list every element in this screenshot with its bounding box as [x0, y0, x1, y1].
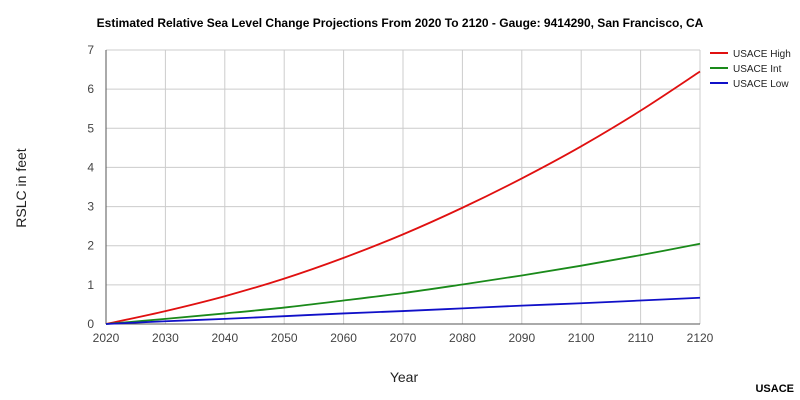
y-axis-title: RSLC in feet [13, 148, 29, 227]
legend-label-usace-high: USACE High [733, 49, 791, 60]
series-line-usace-int [105, 242, 701, 325]
series-line-usace-low [105, 296, 701, 325]
x-tick-label: 2090 [508, 331, 535, 345]
series-line-usace-high [105, 70, 701, 325]
x-tick-label: 2080 [449, 331, 476, 345]
source-label: USACE [755, 383, 794, 395]
grid [105, 49, 701, 325]
x-tick-label: 2030 [152, 331, 179, 345]
y-tick-label: 2 [87, 239, 94, 253]
x-tick-label: 2120 [687, 331, 714, 345]
y-tick-label: 6 [87, 82, 94, 96]
x-axis-title: Year [390, 369, 419, 385]
x-tick-label: 2060 [330, 331, 357, 345]
series-lines [105, 70, 701, 325]
x-tick-label: 2040 [211, 331, 238, 345]
x-tick-label: 2100 [568, 331, 595, 345]
y-tick-label: 0 [87, 317, 94, 331]
legend: USACE High USACE Int USACE Low [710, 49, 791, 90]
y-tick-label: 3 [87, 200, 94, 214]
x-tick-label: 2050 [271, 331, 298, 345]
y-tick-label: 1 [87, 278, 94, 292]
x-tick-label: 2110 [628, 331, 654, 345]
axes: 2020 2030 2040 2050 2060 2070 2080 2090 2100 2110… [87, 43, 713, 345]
legend-label-usace-int: USACE Int [733, 64, 782, 75]
y-tick-label: 7 [87, 43, 94, 57]
chart-title: Estimated Relative Sea Level Change Proj… [96, 16, 704, 30]
legend-label-usace-low: USACE Low [733, 79, 789, 90]
x-tick-label: 2020 [93, 331, 120, 345]
y-tick-label: 4 [87, 160, 94, 174]
y-tick-label: 5 [87, 121, 94, 135]
x-tick-label: 2070 [390, 331, 417, 345]
